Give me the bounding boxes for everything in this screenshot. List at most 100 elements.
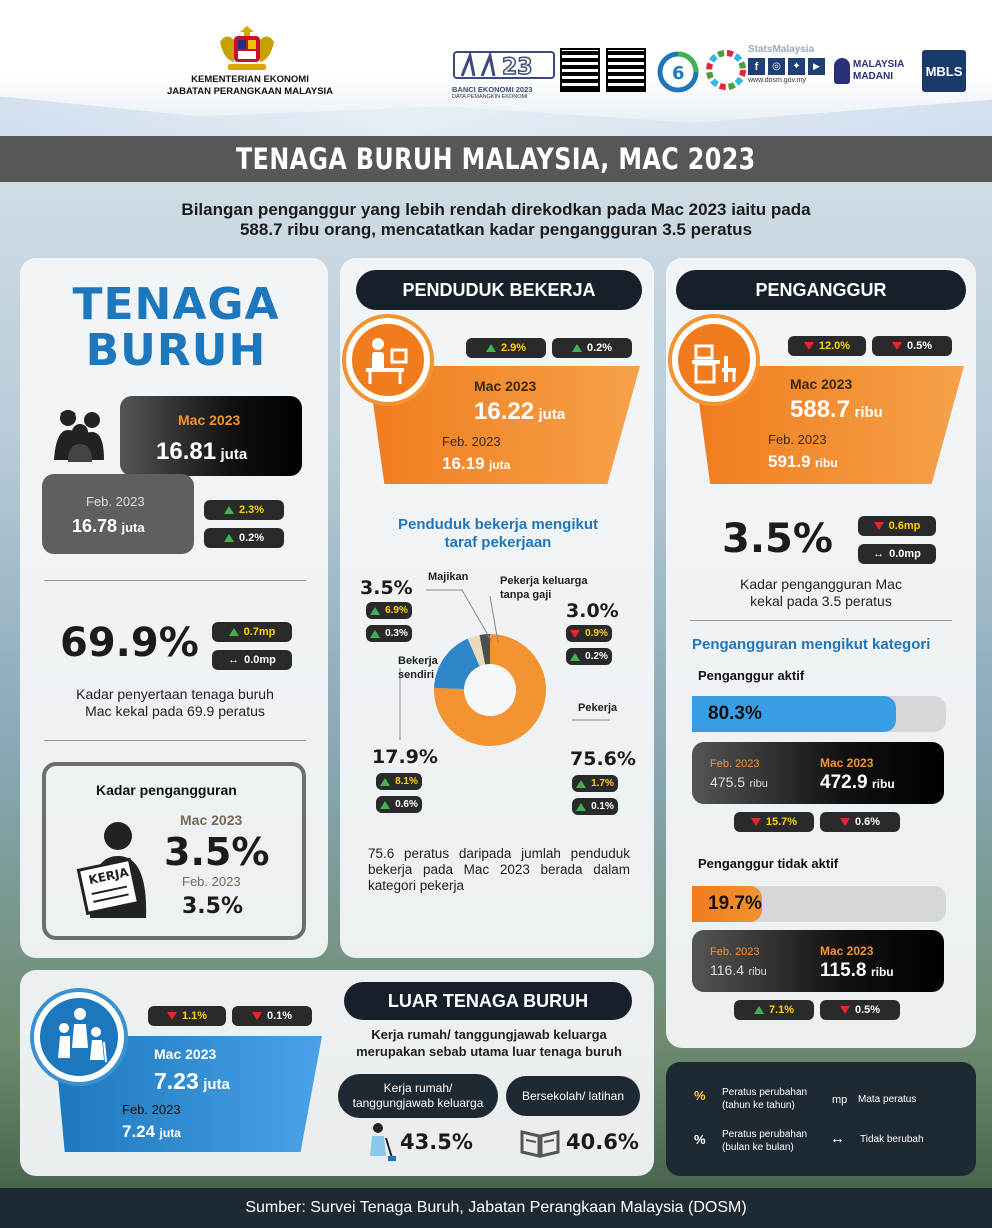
unemp-category-title: Pengangguran mengikut kategori [692,636,931,653]
outside-mom-badge: 0.1% [232,1006,312,1026]
housework-pill: Kerja rumah/ tanggungjawab keluarga [338,1074,498,1118]
unemployment-rate-box: Kadar pengangguran KERJA Mac 2023 3.5% F… [42,762,306,940]
emp-prev-value: 16.19 [442,454,485,473]
twitter-icon[interactable]: ✦ [788,58,805,75]
divider [690,620,952,621]
legend-mp-symbol: mp [832,1094,848,1106]
inactive-cur-value: 115.8 [820,960,867,981]
up-arrow-icon [485,344,496,352]
family-yoy-badge: 0.9% [566,625,612,642]
social-icons: f ◎ ✦ ▶ [748,58,828,75]
unemp-rate-value: 3.5% [722,516,833,562]
ministry-line-1: KEMENTERIAN EKONOMI [191,74,309,85]
banci-label: BANCI EKONOMI 2023 [452,85,533,94]
school-pct: 40.6% [566,1130,639,1154]
emp-current-value: 16.22 [474,398,535,425]
unemp-rate-yoy-value: 0.6mp [888,520,921,532]
self-mom-badge: 0.6% [376,796,422,813]
housework-person-icon [370,1123,396,1161]
ur-title: Kadar pengangguran [96,782,237,798]
youtube-icon[interactable]: ▶ [808,58,825,75]
legend-mom-1: Peratus perubahan [722,1129,808,1140]
down-arrow-icon [891,342,902,350]
active-prev-unit: ribu [749,778,768,790]
emp-mom-value: 0.2% [586,342,613,354]
heading-line-1: TENAGA [72,279,280,330]
stats-label: StatsMalaysia [748,44,815,55]
inactive-prev-label: Feb. 2023 [710,946,760,958]
legend-mom: Peratus perubahan (bulan ke bulan) [722,1128,807,1154]
stats-url[interactable]: www.dosm.gov.my [748,77,806,84]
slice-pct-self: 17.9% [372,746,438,768]
self-label-1: Bekerja [398,655,438,667]
ur-prev-label: Feb. 2023 [182,874,241,889]
donut-leader-lines [399,589,610,740]
svg-text:6: 6 [672,63,685,84]
facebook-icon[interactable]: f [748,58,765,75]
family-mom-value: 0.2% [585,651,608,662]
outside-yoy-value: 1.1% [181,1010,208,1022]
legend-box: % Peratus perubahan (tahun ke tahun) mp … [666,1062,976,1176]
unemp-current-label: Mac 2023 [790,376,853,392]
sdg-wheel-icon [706,50,746,90]
lf-yoy-value: 2.3% [238,504,265,516]
active-prev-label: Feb. 2023 [710,758,760,770]
inactive-cur-label: Mac 2023 [820,944,874,958]
inactive-cur-group: 115.8 ribu [820,960,894,982]
labour-force-heading: TENAGA BURUH [66,282,286,374]
lf-prev-value: 16.78 [72,516,118,536]
qr-code-icon[interactable] [560,48,600,92]
lf-prev-value-group: 16.78 juta [72,516,145,537]
lfpr-mom-badge: ↔ 0.0mp [212,650,292,670]
subtitle-line-2: 588.7 ribu orang, mencatatkan kadar peng… [239,220,753,239]
qr-code-facebook-icon[interactable] [606,48,646,92]
down-arrow-icon [570,629,581,638]
up-arrow-icon [380,777,391,786]
housework-line-2: tanggungjawab keluarga [352,1096,484,1110]
unemployed-title: PENGANGGUR [676,270,966,310]
lfpr-note: Kadar penyertaan tenaga buruh Mac kekal … [40,686,310,720]
lf-prev-unit: juta [121,520,145,535]
divider [44,580,306,581]
open-book-icon [520,1130,560,1158]
ur-current-label: Mac 2023 [180,812,243,828]
self-yoy-badge: 8.1% [376,773,422,790]
instagram-icon[interactable]: ◎ [768,58,785,75]
outside-prev-label: Feb. 2023 [122,1102,181,1117]
inactive-yoy-badge: 7.1% [734,1000,814,1020]
lfpr-yoy-badge: 0.7mp [212,622,292,642]
legend-yoy-symbol: % [694,1088,706,1103]
unemp-mom-value: 0.5% [906,340,933,352]
self-yoy-value: 8.1% [395,776,418,787]
inactive-bar-fill [692,886,763,922]
lf-yoy-badge: 2.3% [204,500,284,520]
self-label-2: sendiri [398,669,435,681]
unemp-rate-note-1: Kadar pengangguran Mac [740,576,902,592]
up-arrow-icon [571,344,582,352]
slice-pct-majikan: 3.5% [360,577,413,599]
unemp-mom-badge: 0.5% [872,336,952,356]
inactive-pct: 19.7% [708,893,762,914]
lf-current-unit: juta [220,446,248,463]
outside-reason-1: Kerja rumah/ tanggungjawab keluarga [371,1027,607,1042]
unemp-prev-label: Feb. 2023 [768,432,827,447]
down-arrow-icon [166,1012,177,1020]
ministry-line-2: JABATAN PERANGKAAN MALAYSIA [166,86,334,97]
legend-mom-2: (bulan ke bulan) [722,1142,794,1153]
up-arrow-icon [223,506,234,514]
outside-mom-value: 0.1% [266,1010,293,1022]
outside-prev-value: 7.24 [122,1122,156,1141]
active-prev-group: 475.5 ribu [710,774,768,792]
up-arrow-icon [228,628,239,636]
office-worker-icon [366,338,408,384]
no-change-icon: ↔ [873,548,885,560]
inactive-mom-value: 0.5% [854,1004,881,1016]
outside-reason: Kerja rumah/ tanggungjawab keluarga meru… [344,1026,634,1060]
outside-title: LUAR TENAGA BURUH [344,982,632,1020]
source-footer: Sumber: Survei Tenaga Buruh, Jabatan Per… [0,1188,992,1228]
lfpr-value: 69.9% [60,620,199,666]
employee-mom-badge: 0.1% [572,798,618,815]
school-pill: Bersekolah/ latihan [506,1076,640,1116]
family-label-2: tanpa gaji [500,589,552,601]
slice-label-family: Pekerja keluarga tanpa gaji [500,574,587,602]
